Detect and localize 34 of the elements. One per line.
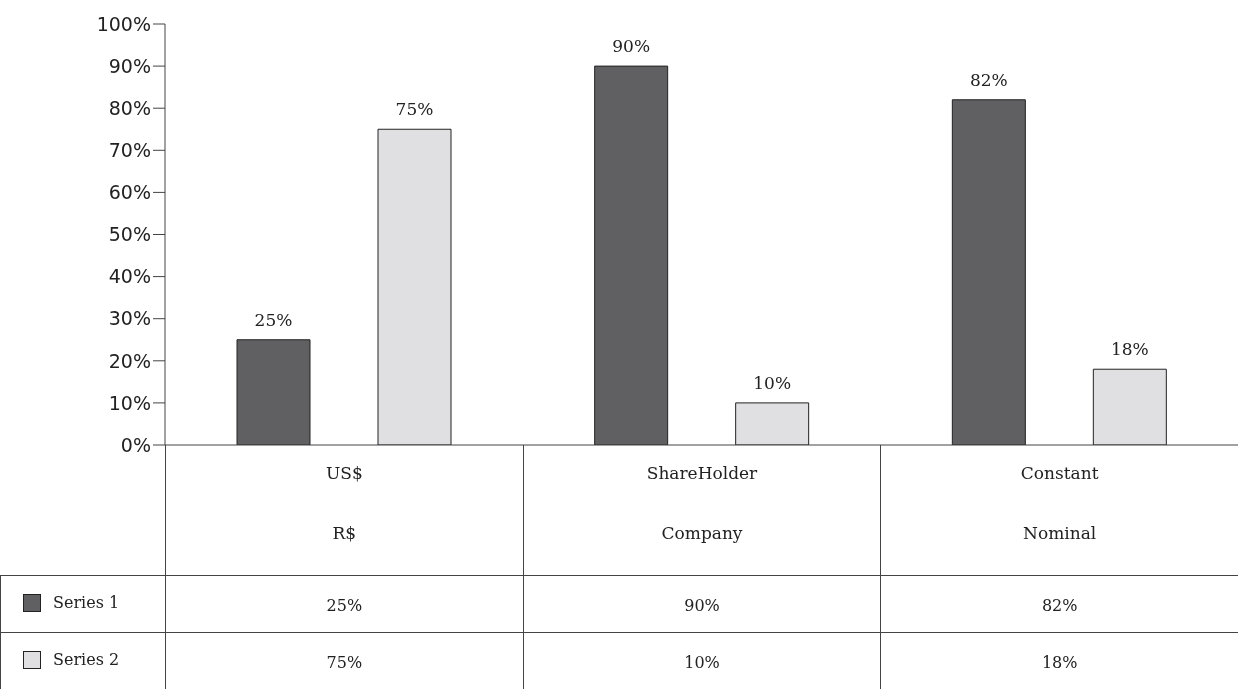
category-label: Constant Nominal xyxy=(1020,463,1099,543)
text: 18% xyxy=(1110,339,1149,360)
legend-label: Series 2 xyxy=(53,650,120,669)
bar xyxy=(377,128,452,445)
y-tick-label: 70% xyxy=(108,139,151,162)
data-label: 82% xyxy=(880,575,1238,632)
legend-label: Series 1 xyxy=(53,593,120,612)
bar xyxy=(951,99,1026,445)
y-tick-label: 20% xyxy=(108,349,151,372)
data-label: 90% xyxy=(522,575,881,632)
data-label: 10% xyxy=(522,632,881,689)
y-tick-label: 60% xyxy=(108,181,151,204)
bar xyxy=(594,65,669,445)
y-tick-label: 90% xyxy=(108,54,151,77)
bar xyxy=(735,402,810,445)
y-tick-label: 80% xyxy=(108,96,151,119)
y-tick-label: 30% xyxy=(108,307,151,330)
y-tick-label: 50% xyxy=(108,223,151,246)
text: 82% xyxy=(969,69,1008,90)
y-tick-label: 100% xyxy=(96,12,151,35)
text: 90% xyxy=(612,36,651,57)
category-label: US$ R$ xyxy=(325,463,363,543)
y-tick-label: 10% xyxy=(108,391,151,414)
category-label: ShareHolder Company xyxy=(646,463,758,543)
bar xyxy=(1092,368,1167,445)
data-label: 18% xyxy=(880,632,1238,689)
text: 75% xyxy=(395,99,434,120)
bar xyxy=(236,339,311,445)
data-label: 75% xyxy=(165,632,523,689)
y-tick-label: 40% xyxy=(108,265,151,288)
data-label: 25% xyxy=(165,575,523,632)
y-tick-label: 0% xyxy=(120,433,151,456)
text: 10% xyxy=(753,372,792,393)
text: 25% xyxy=(254,309,293,330)
